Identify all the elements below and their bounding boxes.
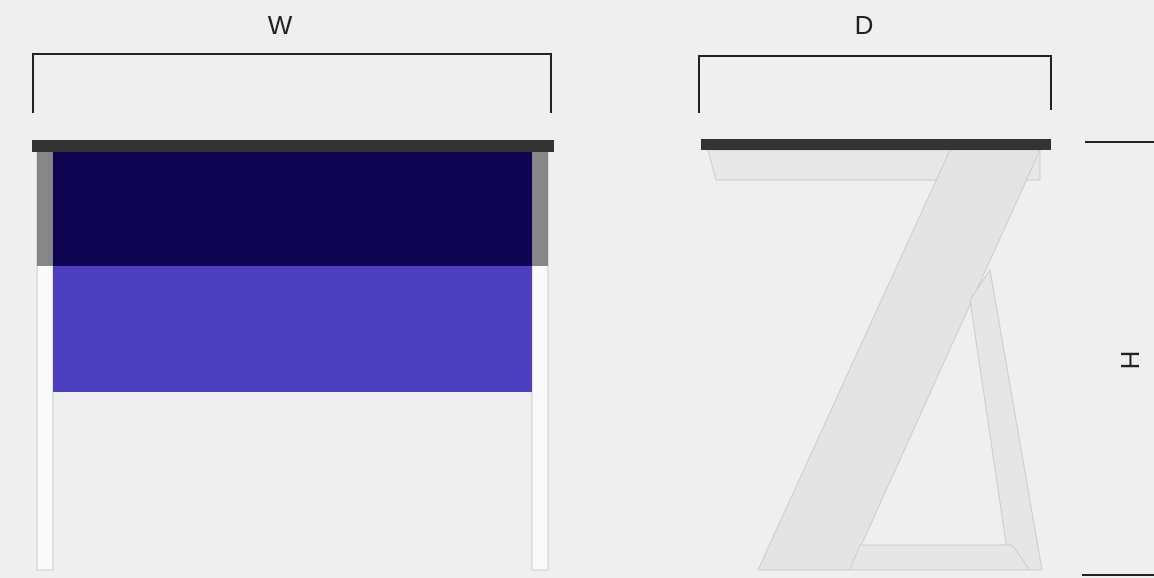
- height-label: H: [1115, 351, 1145, 370]
- panel-top: [53, 150, 532, 266]
- width-bracket: [32, 53, 552, 113]
- width-label: W: [268, 10, 293, 40]
- depth-label: D: [855, 10, 874, 40]
- side-desktop: [701, 139, 1051, 150]
- desk-side: [701, 139, 1051, 571]
- base-bar: [849, 544, 1031, 571]
- desktop: [32, 140, 554, 152]
- desk-front: [32, 140, 554, 571]
- back-leg: [969, 268, 1043, 571]
- panel-bottom: [53, 266, 532, 392]
- depth-bracket: [698, 55, 1052, 113]
